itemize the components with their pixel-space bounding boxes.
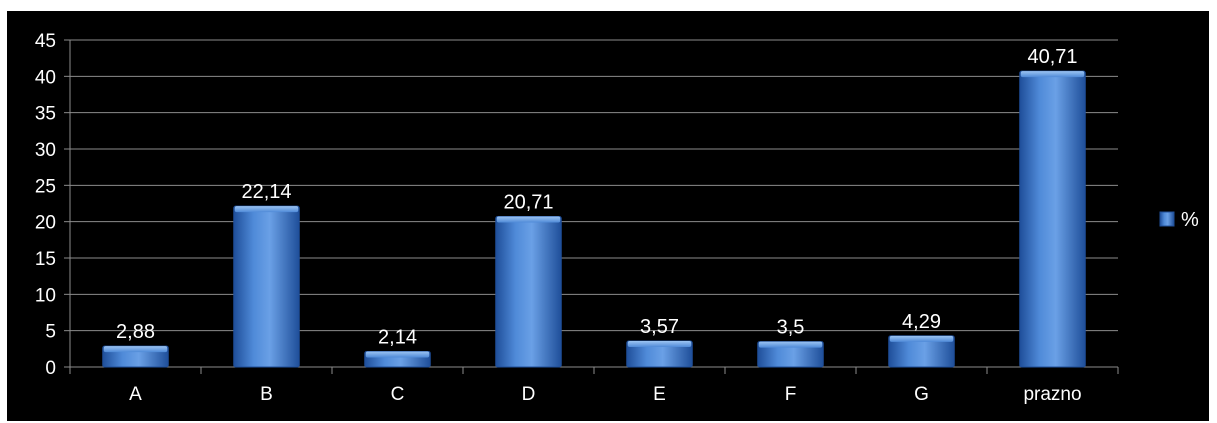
x-tick-label: B — [260, 384, 273, 405]
legend: % — [1159, 209, 1199, 231]
y-tick-label: 15 — [35, 249, 56, 270]
y-tick-label: 35 — [35, 104, 56, 125]
x-tick-label: E — [653, 384, 666, 405]
data-label-C: 2,14 — [378, 326, 417, 348]
bar-highlight — [758, 341, 823, 348]
data-label-prazno: 40,71 — [1027, 46, 1077, 68]
y-tick-label: 0 — [45, 358, 56, 379]
data-label-G: 4,29 — [902, 311, 941, 333]
y-tick-label: 40 — [35, 67, 56, 88]
bars — [102, 70, 1086, 368]
bar-highlight — [889, 335, 954, 342]
bar-B — [233, 205, 300, 368]
y-tick-label: 20 — [35, 213, 56, 234]
bar-prazno — [1019, 70, 1086, 368]
x-tick-label: prazno — [1023, 384, 1081, 405]
data-label-D: 20,71 — [503, 192, 553, 214]
data-label-A: 2,88 — [116, 321, 155, 343]
bar-highlight — [365, 351, 430, 358]
x-tick-label: F — [785, 384, 797, 405]
bar-highlight — [1020, 71, 1085, 78]
bar-highlight — [496, 216, 561, 223]
gridlines — [70, 39, 1118, 332]
y-tick-label: 30 — [35, 140, 56, 161]
bar-highlight — [234, 206, 299, 213]
data-labels: 2,88 22,14 2,14 20,71 3,57 3,5 4,29 40,71 — [116, 46, 1078, 348]
bar-highlight — [627, 341, 692, 348]
y-tick-label: 45 — [35, 31, 56, 52]
legend-label: % — [1181, 209, 1199, 231]
x-tick-label: A — [129, 384, 142, 405]
legend-swatch — [1159, 211, 1175, 227]
x-tick-label: D — [522, 384, 536, 405]
bar-highlight — [103, 346, 168, 353]
x-tick-label: C — [391, 384, 405, 405]
x-tick-label: G — [914, 384, 929, 405]
data-label-B: 22,14 — [241, 181, 291, 203]
y-tick-label: 5 — [45, 322, 56, 343]
data-label-E: 3,57 — [640, 316, 679, 338]
y-tick-label: 10 — [35, 285, 56, 306]
y-tick-label: 25 — [35, 176, 56, 197]
bar-D — [495, 216, 562, 368]
data-label-F: 3,5 — [777, 317, 805, 339]
